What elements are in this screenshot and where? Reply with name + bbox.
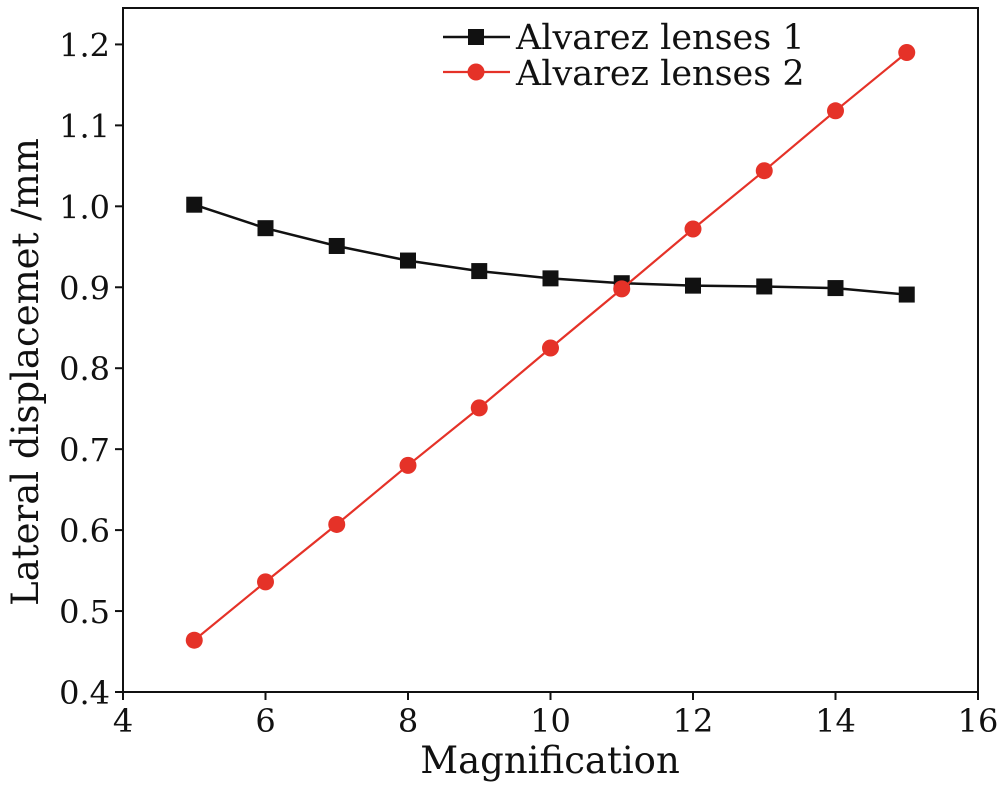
- y-tick-label: 0.8: [59, 350, 110, 388]
- y-tick-label: 1.1: [59, 107, 110, 145]
- series-1-point: [756, 278, 773, 295]
- series-2-point: [898, 44, 916, 62]
- series-1-point: [186, 196, 203, 213]
- legend-label: Alvarez lenses 1: [515, 18, 805, 58]
- series-1-point: [898, 286, 915, 303]
- y-tick-label: 0.9: [59, 269, 110, 307]
- y-tick-label: 1.0: [59, 188, 110, 226]
- series-1-point: [827, 280, 844, 297]
- series-2-point: [684, 220, 702, 238]
- y-tick-label: 0.6: [59, 512, 110, 550]
- series-1-point: [685, 277, 701, 294]
- series-2: [185, 44, 916, 649]
- y-axis-title: Lateral displacemet /mm: [4, 138, 47, 606]
- legend-label: Alvarez lenses 2: [515, 54, 805, 94]
- series-2-point: [399, 456, 417, 474]
- legend: Alvarez lenses 1 Alvarez lenses 2: [443, 18, 805, 94]
- series-2-point: [827, 102, 844, 120]
- series-2-point: [755, 162, 773, 180]
- x-tick-label: 16: [958, 702, 999, 740]
- x-tick-label: 8: [398, 702, 418, 740]
- series-2-point: [470, 399, 488, 417]
- series-2-point: [185, 631, 203, 649]
- series-2-point: [328, 515, 346, 533]
- axis-ticks: 4 6 8 10 12 14 16 0.4 0.5 0.6 0.7 0.8 0.9 1.0 1.1 1.2: [59, 26, 998, 740]
- series-2-point: [613, 280, 631, 298]
- x-tick-label: 12: [673, 702, 714, 740]
- series-1: [186, 196, 915, 303]
- y-tick-label: 1.2: [59, 26, 110, 64]
- x-tick-label: 10: [530, 702, 571, 740]
- y-tick-label: 0.5: [59, 593, 110, 631]
- x-tick-label: 6: [255, 702, 275, 740]
- y-tick-label: 0.7: [59, 431, 110, 469]
- series-1-point: [257, 220, 274, 237]
- x-tick-label: 4: [113, 702, 133, 740]
- legend-item: Alvarez lenses 1: [443, 18, 805, 58]
- series-1-point: [328, 237, 345, 254]
- series-1-point: [471, 263, 488, 280]
- legend-marker-square: [468, 29, 484, 45]
- series-1-point: [542, 270, 559, 287]
- series-1-point: [400, 252, 416, 269]
- series-2-point: [257, 573, 274, 591]
- legend-item: Alvarez lenses 2: [443, 54, 805, 94]
- y-tick-label: 0.4: [59, 674, 110, 712]
- x-axis-title: Magnification: [420, 739, 680, 782]
- series-2-point: [542, 339, 559, 357]
- x-tick-label: 14: [815, 702, 856, 740]
- plot-series: [185, 44, 916, 649]
- legend-marker-circle: [467, 63, 485, 81]
